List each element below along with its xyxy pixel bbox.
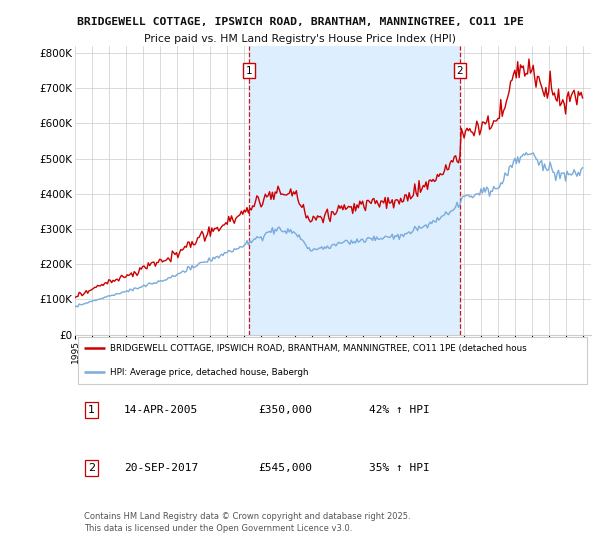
Text: 14-APR-2005: 14-APR-2005 <box>124 405 198 415</box>
Text: 20-SEP-2017: 20-SEP-2017 <box>124 463 198 473</box>
Text: £350,000: £350,000 <box>258 405 312 415</box>
Text: Price paid vs. HM Land Registry's House Price Index (HPI): Price paid vs. HM Land Registry's House … <box>144 34 456 44</box>
Text: 35% ↑ HPI: 35% ↑ HPI <box>369 463 430 473</box>
Text: BRIDGEWELL COTTAGE, IPSWICH ROAD, BRANTHAM, MANNINGTREE, CO11 1PE (detached hous: BRIDGEWELL COTTAGE, IPSWICH ROAD, BRANTH… <box>110 344 527 353</box>
Bar <box>249 46 460 335</box>
FancyBboxPatch shape <box>77 337 587 384</box>
Text: BRIDGEWELL COTTAGE, IPSWICH ROAD, BRANTHAM, MANNINGTREE, CO11 1PE: BRIDGEWELL COTTAGE, IPSWICH ROAD, BRANTH… <box>77 17 523 27</box>
Text: Contains HM Land Registry data © Crown copyright and database right 2025.
This d: Contains HM Land Registry data © Crown c… <box>84 512 411 533</box>
Text: 1: 1 <box>88 405 95 415</box>
Text: 42% ↑ HPI: 42% ↑ HPI <box>369 405 430 415</box>
Text: 1: 1 <box>246 66 253 76</box>
Text: 2: 2 <box>88 463 95 473</box>
Text: 2: 2 <box>457 66 463 76</box>
Text: HPI: Average price, detached house, Babergh: HPI: Average price, detached house, Babe… <box>110 367 308 376</box>
Text: £545,000: £545,000 <box>258 463 312 473</box>
